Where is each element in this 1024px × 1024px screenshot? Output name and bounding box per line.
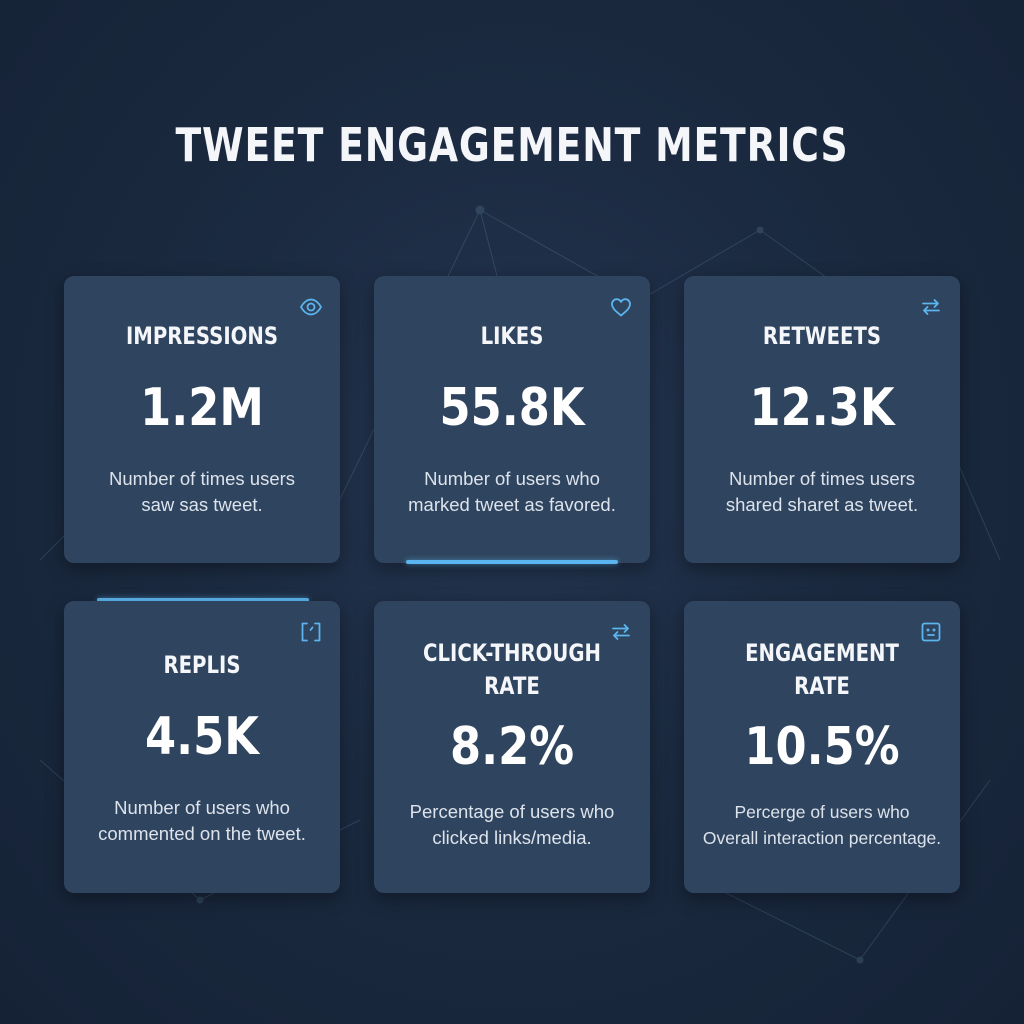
metric-card-engagement-rate: ENGAGEMENT RATE 10.5% Percerge of users … (684, 601, 960, 893)
page-title: TWEET ENGAGEMENT METRICS (175, 118, 849, 172)
metric-label: IMPRESSIONS (125, 322, 279, 350)
arrows-swap-icon (608, 619, 634, 645)
metric-value: 8.2% (449, 717, 575, 777)
metric-value: 1.2M (140, 378, 264, 438)
metric-value: 10.5% (744, 717, 900, 777)
metric-label: CLICK-THROUGH RATE (423, 639, 601, 700)
eye-icon (298, 294, 324, 320)
retweet-icon (918, 294, 944, 320)
accent-bar (406, 560, 618, 564)
metric-label: RETWEETS (762, 322, 882, 350)
heart-icon (608, 294, 634, 320)
metric-description: Percentage of users who clicked links/me… (409, 801, 615, 848)
accent-bar (97, 598, 309, 602)
metric-label: LIKES (480, 322, 544, 350)
metric-value: 4.5K (145, 707, 259, 767)
metric-value: 12.3K (749, 378, 895, 438)
metric-description: Number of users who commented on the twe… (98, 797, 306, 844)
face-icon (918, 619, 944, 645)
metric-description: Number of users who marked tweet as favo… (408, 468, 616, 515)
expand-icon (298, 619, 324, 645)
metric-card-replies: REPLIS 4.5K Number of users who commente… (64, 601, 340, 893)
metric-card-click-through-rate: CLICK-THROUGH RATE 8.2% Percentage of us… (374, 601, 650, 893)
metric-description: Percerge of users who Overall interactio… (702, 802, 942, 848)
metric-card-likes: LIKES 55.8K Number of users who marked t… (374, 276, 650, 563)
metric-value: 55.8K (439, 378, 585, 438)
metric-card-impressions: IMPRESSIONS 1.2M Number of times users s… (64, 276, 340, 563)
metric-description: Number of times users saw sas tweet. (108, 468, 296, 515)
metric-label: ENGAGEMENT RATE (745, 639, 899, 700)
metric-description: Number of times users shared sharet as t… (725, 468, 919, 515)
metric-card-retweets: RETWEETS 12.3K Number of times users sha… (684, 276, 960, 563)
metric-label: REPLIS (163, 651, 241, 679)
